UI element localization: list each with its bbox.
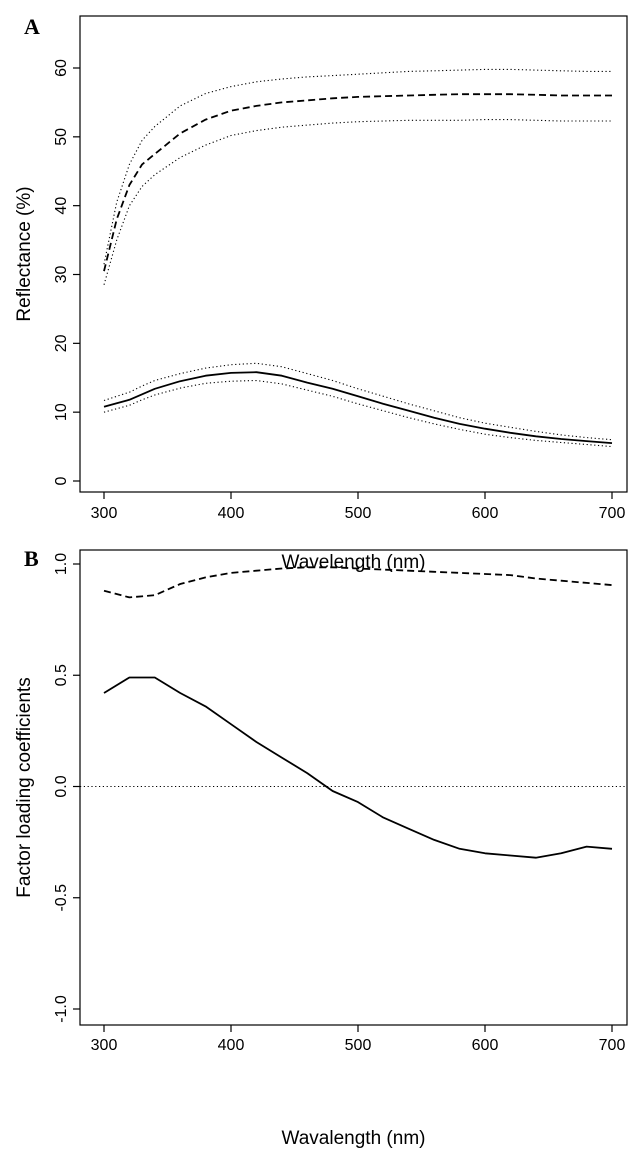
series-line-1 (103, 566, 613, 599)
x-tick-label: 600 (472, 1037, 499, 1054)
x-tick-label: 500 (345, 505, 372, 522)
y-tick-label: 10 (53, 403, 70, 421)
panel-label: B (24, 546, 39, 571)
series-line-2 (103, 676, 613, 859)
x-tick-label: 500 (345, 1037, 372, 1054)
series-line-6 (103, 379, 613, 448)
y-tick-label: 0.0 (53, 775, 70, 797)
series-line-5 (103, 362, 613, 441)
y-tick-label: 0 (53, 476, 70, 485)
panel-a: A 300 400 500 600 700 0 10 20 30 40 50 60 Wavelength … (14, 14, 628, 573)
panel-label: A (24, 14, 40, 39)
y-tick-label: -1.0 (53, 995, 70, 1023)
y-tick-label: -0.5 (53, 884, 70, 912)
x-tick-label: 600 (472, 505, 499, 522)
series-line-2 (103, 68, 612, 265)
plot-frame (79, 549, 628, 1026)
y-tick-label: 30 (53, 266, 70, 284)
x-tick-label: 700 (599, 1037, 626, 1054)
x-tick-label: 300 (91, 1037, 118, 1054)
y-axis-title: Reflectance (%) (14, 186, 35, 321)
y-tick-label: 60 (53, 59, 70, 77)
y-tick-label: 40 (53, 197, 70, 215)
y-tick-label: 20 (53, 334, 70, 352)
plot-frame (79, 15, 628, 493)
series-line-1 (103, 93, 612, 272)
x-tick-label: 400 (218, 1037, 245, 1054)
y-axis-title: Factor loading coefficients (14, 677, 35, 897)
y-tick-label: 1.0 (53, 553, 70, 575)
y-tick-label: 50 (53, 128, 70, 146)
series-line-3 (103, 119, 612, 285)
x-axis-title: Wavalength (nm) (282, 1128, 426, 1149)
series-line-4 (103, 371, 613, 444)
x-axis-title: Wavelength (nm) (282, 552, 426, 573)
x-tick-label: 700 (599, 505, 626, 522)
panel-b: B 300 400 500 600 700 -1.0 -0.5 0.0 0.5 1.0 Wavalen… (14, 546, 628, 1149)
x-tick-label: 400 (218, 505, 245, 522)
y-tick-label: 0.5 (53, 664, 70, 686)
x-tick-label: 300 (91, 505, 118, 522)
